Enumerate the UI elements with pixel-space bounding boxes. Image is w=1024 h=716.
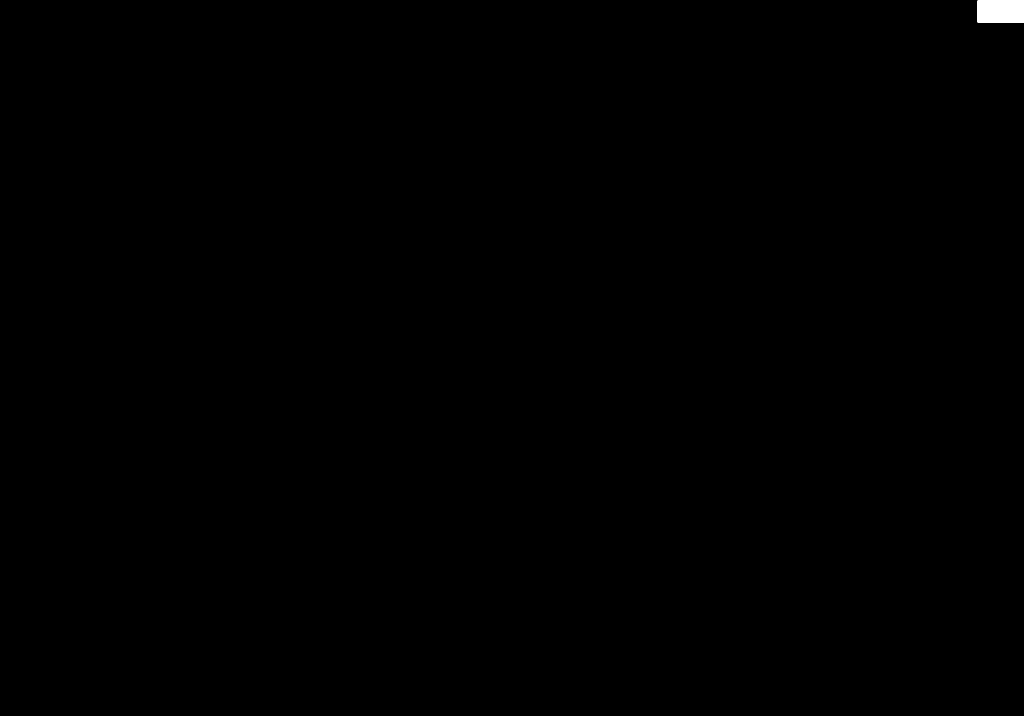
rolling-change-last-value-callout — [977, 0, 1024, 23]
footer — [0, 689, 1024, 715]
third-cycle-label — [0, 0, 5, 21]
